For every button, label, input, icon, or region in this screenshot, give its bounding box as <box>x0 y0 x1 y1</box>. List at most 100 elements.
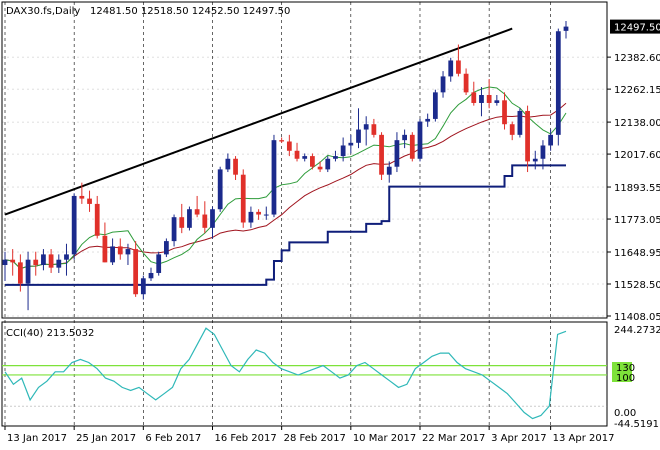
candle <box>456 44 461 77</box>
candle-body <box>456 60 461 74</box>
candle <box>563 21 569 39</box>
candle <box>440 71 446 98</box>
candle-body <box>202 214 208 228</box>
candle-body <box>41 254 46 266</box>
candle <box>140 275 146 300</box>
candle <box>271 134 277 218</box>
current-price-box <box>610 19 660 34</box>
candle-body <box>71 195 77 255</box>
candle-body <box>402 134 407 141</box>
price-tick-label: 12262.15 <box>614 85 660 96</box>
candle-body <box>79 195 85 199</box>
candle-body <box>2 259 8 266</box>
cci-level-100-label: 100 <box>616 373 635 384</box>
candle-body <box>256 211 261 215</box>
candle <box>417 118 423 162</box>
candle <box>386 161 392 183</box>
candle <box>425 113 431 127</box>
stop-line <box>5 164 566 286</box>
candle-body <box>509 124 515 135</box>
candle-body <box>517 110 523 135</box>
candle <box>479 87 484 117</box>
candle <box>133 241 139 297</box>
candle <box>548 129 554 151</box>
candle <box>448 57 454 82</box>
cci-max-label: 244.2732 <box>614 325 660 336</box>
candle-body <box>164 241 169 255</box>
candle <box>356 108 361 149</box>
candle-body <box>440 76 446 93</box>
price-tick-label: 12382.60 <box>614 53 660 64</box>
candle-body <box>133 249 139 295</box>
candle <box>164 238 169 258</box>
current-price-label: 12497.50 <box>614 23 660 34</box>
candle <box>333 150 338 162</box>
candle <box>340 137 346 162</box>
candle <box>363 116 369 146</box>
cci-title: CCI(40) 213.5032 <box>6 328 94 339</box>
candle-body <box>279 140 285 142</box>
candle-body <box>417 121 423 159</box>
price-tick-label: 11408.05 <box>614 312 660 323</box>
candle-body <box>210 209 215 228</box>
candle-body <box>25 259 31 284</box>
cci-path <box>4 327 567 420</box>
candle-body <box>125 249 131 255</box>
time-axis: 13 Jan 2017 25 Jan 2017 6 Feb 2017 16 Feb 2… <box>4 426 614 444</box>
stop-path <box>5 164 566 286</box>
candle <box>463 68 469 96</box>
candle <box>240 169 246 228</box>
candle <box>64 243 69 276</box>
candle-body <box>87 198 92 204</box>
price-tick-label: 11893.55 <box>614 183 660 194</box>
price-tick-label: 12138.00 <box>614 118 660 129</box>
candle <box>110 238 115 266</box>
price-tick-label: 11773.05 <box>614 215 660 226</box>
cci-line <box>4 327 567 420</box>
ohlc-label: 12481.50 12518.50 12452.50 12497.50 <box>90 6 290 17</box>
candle-body <box>271 140 277 215</box>
candle <box>248 206 254 228</box>
candle <box>79 182 85 204</box>
candle <box>202 201 208 234</box>
time-tick-label: 3 Apr 2017 <box>491 433 546 444</box>
candle-body <box>156 254 162 273</box>
candle <box>394 132 400 173</box>
price-tick-label: 11528.50 <box>614 280 660 291</box>
candle <box>71 193 77 260</box>
time-tick-label: 10 Mar 2017 <box>353 433 416 444</box>
candle <box>87 190 92 212</box>
candle-body <box>555 31 561 135</box>
candle-body <box>248 211 254 223</box>
candle-body <box>532 158 538 162</box>
candle-body <box>409 134 415 159</box>
candle <box>156 251 162 276</box>
candle-body <box>394 140 400 167</box>
candle-body <box>294 150 300 159</box>
candle <box>371 118 377 138</box>
candle-body <box>494 100 500 103</box>
candle-body <box>486 95 492 103</box>
candle <box>263 206 269 220</box>
candle <box>48 249 54 273</box>
candle-body <box>110 246 115 263</box>
candle <box>509 121 515 141</box>
candle-body <box>471 92 477 103</box>
trendline <box>4 27 513 216</box>
candle <box>532 150 538 170</box>
candle-body <box>233 158 238 175</box>
candle <box>179 203 185 234</box>
candle <box>256 209 261 220</box>
candle-body <box>102 235 108 263</box>
candle-body <box>10 259 16 263</box>
candle <box>2 251 8 281</box>
cci-zero-label: 0.00 <box>614 408 636 419</box>
candle <box>279 137 285 143</box>
candle-body <box>94 203 100 236</box>
candle-body <box>240 174 246 223</box>
candle-body <box>325 158 331 170</box>
candle-body <box>371 124 377 135</box>
candle <box>486 79 492 109</box>
candle <box>210 206 215 239</box>
